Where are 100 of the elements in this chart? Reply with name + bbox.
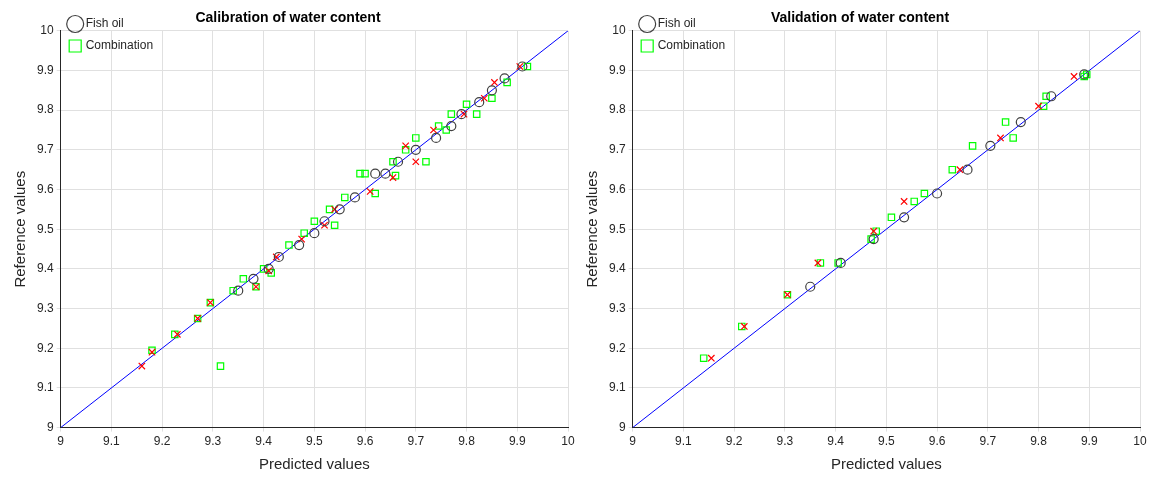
point xyxy=(380,168,391,179)
y-tick-label: 9.4 xyxy=(36,261,54,276)
point xyxy=(285,241,293,249)
point xyxy=(1046,91,1057,102)
point xyxy=(1001,118,1010,126)
x-tick-label: 9.1 xyxy=(103,434,121,449)
x-tick-label: 9 xyxy=(629,434,637,449)
chart-title: Calibration of water content xyxy=(195,9,381,26)
point xyxy=(392,156,404,167)
point xyxy=(931,188,943,199)
y-tick-label: 9.7 xyxy=(36,142,54,157)
point xyxy=(488,94,496,103)
point xyxy=(341,193,349,202)
x-tick-label: 9.6 xyxy=(356,434,374,449)
point xyxy=(516,62,524,71)
y-tick-label: 9.8 xyxy=(608,102,626,117)
point xyxy=(490,78,499,87)
point xyxy=(867,235,875,243)
point xyxy=(462,100,471,108)
point xyxy=(472,110,481,118)
x-tick-label: 9.4 xyxy=(255,434,273,449)
x-tick-label: 9.7 xyxy=(979,434,997,449)
x-tick-label: 9.5 xyxy=(878,434,895,449)
point xyxy=(233,285,244,296)
y-tick-label: 9.3 xyxy=(608,300,626,315)
point xyxy=(1009,134,1017,142)
point xyxy=(229,286,237,295)
point xyxy=(297,235,306,243)
point xyxy=(319,216,330,227)
x-tick-label: 9.2 xyxy=(725,434,743,449)
point xyxy=(349,192,361,203)
point xyxy=(330,205,339,214)
point xyxy=(1070,72,1078,81)
x-tick-label: 9.9 xyxy=(508,434,526,449)
point xyxy=(401,146,410,154)
point xyxy=(985,140,996,151)
point xyxy=(325,205,334,214)
y-tick-label: 9 xyxy=(46,419,54,434)
y-tick-label: 9.4 xyxy=(608,261,626,276)
point xyxy=(334,204,345,215)
point xyxy=(422,157,430,166)
point xyxy=(330,221,339,230)
y-tick-label: 10 xyxy=(612,23,626,38)
point xyxy=(503,78,511,87)
y-tick-label: 9.7 xyxy=(608,142,626,157)
point xyxy=(699,354,708,362)
legend-label: Combination xyxy=(657,38,726,53)
point xyxy=(370,168,381,179)
y-axis-title: Reference values xyxy=(11,170,29,288)
point xyxy=(834,259,842,267)
point xyxy=(434,122,443,130)
x-tick-label: 9.8 xyxy=(458,434,476,449)
y-tick-label: 9.5 xyxy=(608,221,626,236)
y-tick-label: 9.2 xyxy=(608,340,626,355)
point xyxy=(263,263,274,274)
y-tick-label: 9.1 xyxy=(36,380,54,395)
point xyxy=(517,61,528,72)
x-tick-label: 10 xyxy=(561,434,575,449)
point xyxy=(956,165,964,174)
point xyxy=(486,85,497,96)
point xyxy=(456,109,467,120)
point xyxy=(1015,116,1026,128)
point xyxy=(523,62,532,71)
y-tick-label: 9.2 xyxy=(36,340,54,355)
point xyxy=(446,120,457,132)
y-axis-title: Reference values xyxy=(583,170,601,288)
point xyxy=(447,110,456,118)
point xyxy=(499,73,510,84)
point xyxy=(309,228,320,239)
point xyxy=(431,132,442,144)
point xyxy=(401,142,410,150)
point xyxy=(356,169,364,178)
point xyxy=(805,281,816,292)
point xyxy=(239,275,248,283)
y-tick-label: 9.9 xyxy=(36,62,54,77)
x-axis-title: Predicted values xyxy=(258,455,370,473)
y-tick-label: 10 xyxy=(40,23,54,38)
point xyxy=(480,94,489,103)
point xyxy=(910,197,919,206)
point xyxy=(361,169,369,178)
point xyxy=(707,354,716,362)
x-tick-label: 9.9 xyxy=(1080,434,1098,449)
point xyxy=(835,257,846,269)
x-tick-label: 9.4 xyxy=(827,434,845,449)
x-tick-label: 9.7 xyxy=(407,434,425,449)
point xyxy=(366,187,374,196)
point xyxy=(868,234,879,245)
x-tick-label: 9.5 xyxy=(306,434,323,449)
y-tick-label: 9.1 xyxy=(608,380,626,395)
chart-title: Validation of water content xyxy=(770,9,950,26)
point xyxy=(460,110,468,118)
legend-label: Fish oil xyxy=(657,16,696,31)
point xyxy=(1039,102,1048,110)
point xyxy=(899,212,910,223)
point xyxy=(948,165,957,174)
point xyxy=(389,157,397,166)
x-tick-label: 10 xyxy=(1133,434,1147,449)
point xyxy=(300,229,308,237)
x-tick-label: 9.3 xyxy=(204,434,222,449)
point xyxy=(310,217,319,226)
